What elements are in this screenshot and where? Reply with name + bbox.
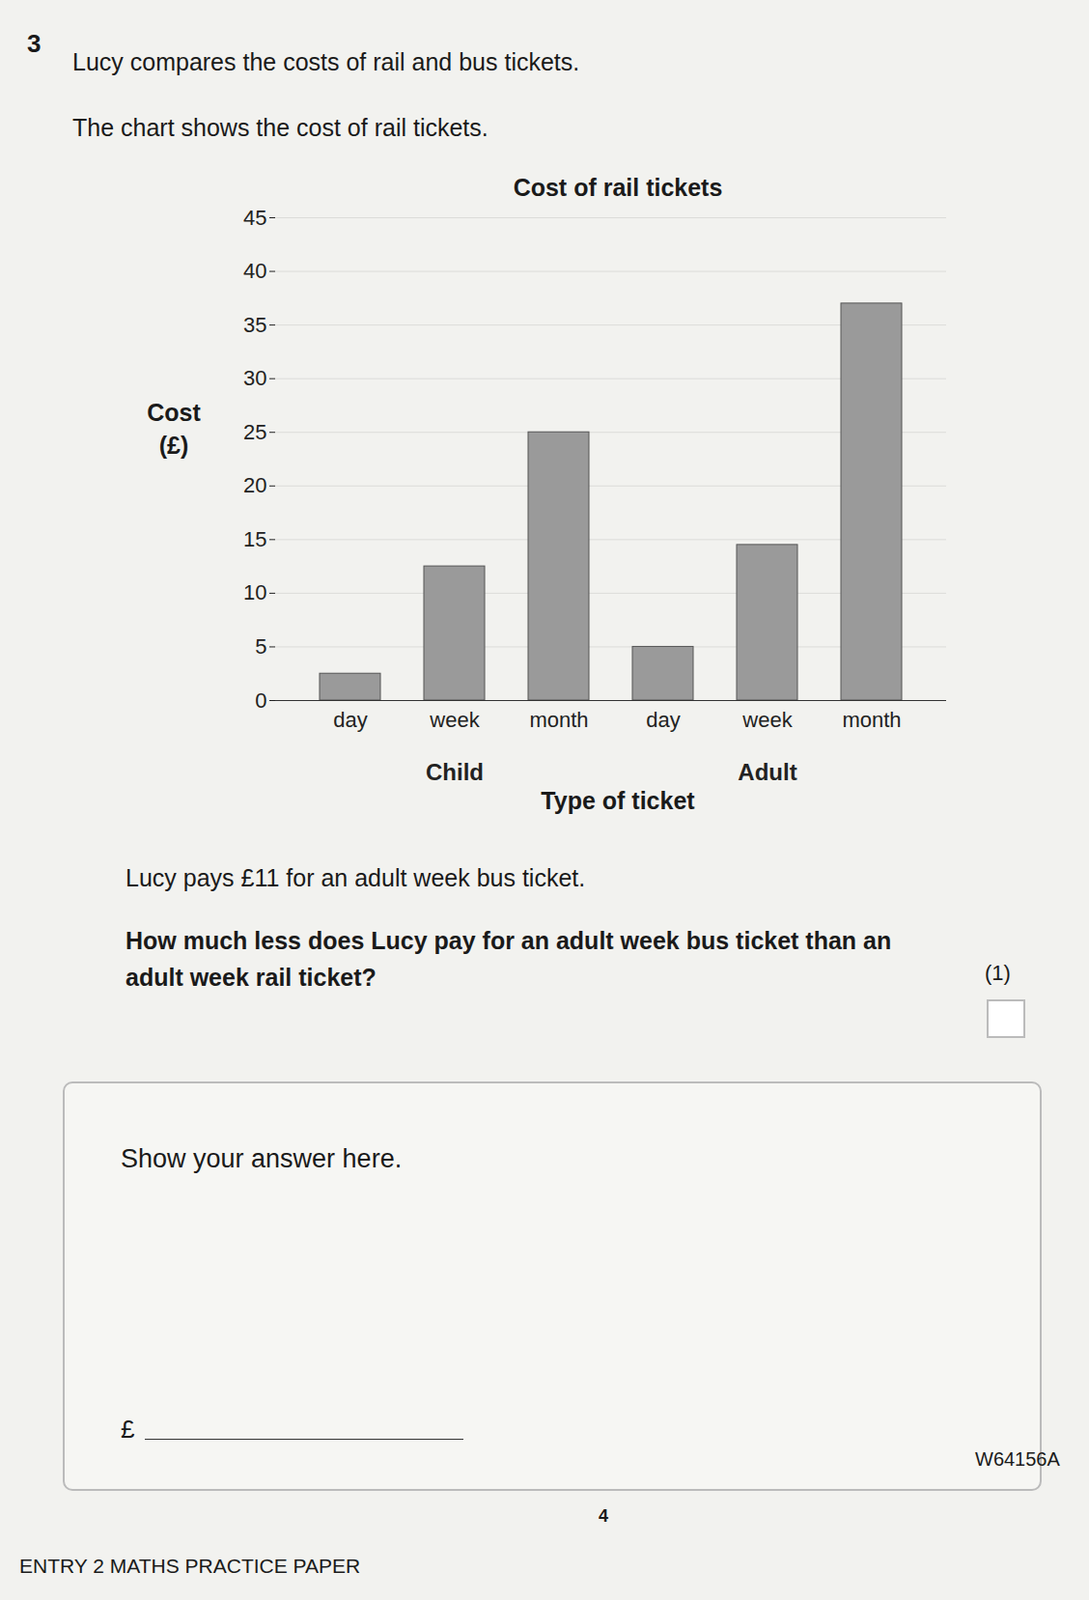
svg-text:25: 25 [243, 419, 267, 445]
svg-text:Child: Child [425, 758, 484, 785]
svg-text:day: day [645, 707, 680, 732]
svg-text:20: 20 [243, 473, 267, 498]
html-text:Cost (£): Cost (£) [146, 398, 201, 459]
svg-text:day: day [333, 707, 367, 732]
svg-text:40: 40 [243, 258, 267, 283]
svg-text:5: 5 [254, 634, 267, 659]
html-text:The chart shows the cost of ra: The chart shows the cost of rail tickets… [72, 113, 489, 141]
html-text:4: 4 [598, 1506, 609, 1526]
svg-text:35: 35 [243, 312, 267, 337]
svg-text:week: week [741, 707, 793, 732]
html-text:ENTRY 2 MATHS PRACTICE PAPER: ENTRY 2 MATHS PRACTICE PAPER [19, 1554, 361, 1577]
html-text:Cost of rail tickets: Cost of rail tickets [513, 173, 723, 201]
svg-text:month: month [529, 707, 588, 732]
html-text:Show your answer here.: Show your answer here. [120, 1144, 402, 1173]
svg-text:0: 0 [254, 688, 267, 713]
html-text:Type of ticket: Type of ticket [540, 786, 695, 814]
html-text:(1): (1) [984, 960, 1011, 985]
svg-text:week: week [428, 707, 480, 732]
svg-text:45: 45 [243, 207, 267, 230]
html-text:Lucy compares the costs of rai: Lucy compares the costs of rail and bus … [72, 48, 580, 76]
svg-text:10: 10 [243, 580, 267, 605]
svg-text:month: month [841, 707, 901, 732]
html-text:3: 3 [27, 28, 42, 58]
html-text:W64156A: W64156A [975, 1448, 1060, 1470]
html-text:Lucy pays £11 for an adult wee: Lucy pays £11 for an adult week bus tick… [125, 864, 586, 892]
svg-text:30: 30 [243, 365, 267, 391]
svg-text:Adult: Adult [737, 758, 797, 785]
html-text:How much less does Lucy pay fo: How much less does Lucy pay for an adult… [125, 926, 892, 991]
svg-text:15: 15 [243, 527, 267, 552]
